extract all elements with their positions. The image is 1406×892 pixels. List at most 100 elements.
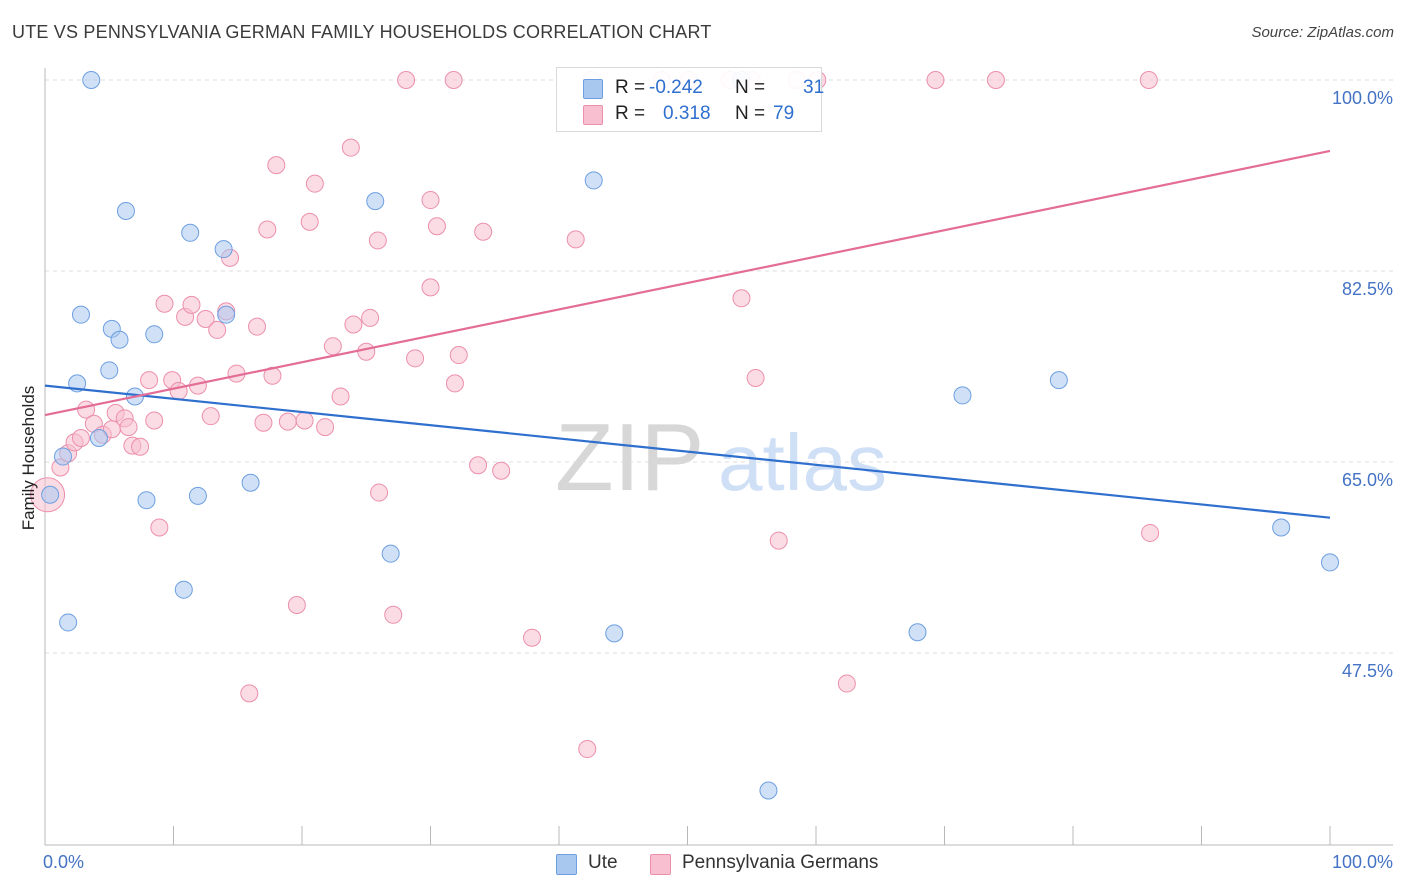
legend-r-label: R =	[615, 103, 646, 124]
legend-n-value: 79	[773, 103, 795, 124]
ute-point	[241, 473, 260, 492]
ute-point	[100, 361, 119, 380]
pennsylvania-germans-point	[155, 294, 174, 313]
ute-point	[110, 330, 129, 349]
y-axis-title: Family Households	[19, 386, 38, 531]
ute-point	[59, 613, 78, 632]
data-points	[30, 71, 1339, 800]
pennsylvania-germans-point	[201, 407, 220, 426]
pennsylvania-germans-point	[131, 437, 150, 456]
pennsylvania-germans-point	[474, 222, 493, 241]
series-swatch-ute	[556, 854, 577, 875]
legend-swatch-pennsylvania-germans	[583, 105, 603, 125]
stats-legend: R = -0.242 N = 31 R = 0.318 N = 79	[556, 67, 825, 132]
y-tick-label: 100.0%	[1332, 88, 1393, 108]
pennsylvania-germans-point	[746, 368, 765, 387]
pennsylvania-germans-point	[248, 317, 267, 336]
pennsylvania-germans-point	[370, 483, 389, 502]
pennsylvania-germans-point	[145, 411, 164, 430]
ute-point	[381, 544, 400, 563]
ute-point	[188, 486, 207, 505]
pennsylvania-germans-point	[169, 382, 188, 401]
pennsylvania-germans-point	[344, 315, 363, 334]
pennsylvania-germans-point	[208, 320, 227, 339]
pennsylvania-germans-point	[449, 346, 468, 365]
pennsylvania-germans-point	[445, 374, 464, 393]
ute-point	[116, 201, 135, 220]
pennsylvania-germans-point	[368, 231, 387, 250]
pennsylvania-germans-point	[361, 308, 380, 327]
pennsylvania-germans-point	[406, 349, 425, 368]
pennsylvania-germans-point	[196, 310, 215, 329]
pennsylvania-germans-point	[1139, 71, 1158, 89]
pennsylvania-germans-point	[295, 411, 314, 430]
ute-point	[82, 71, 101, 89]
pennsylvania-germans-point	[769, 531, 788, 550]
pennsylvania-germans-point	[240, 684, 259, 703]
ute-point	[145, 325, 164, 344]
legend-n-value: 31	[803, 77, 825, 98]
pennsylvania-germans-point	[323, 337, 342, 356]
legend-r-value: 0.318	[663, 103, 711, 124]
pennsylvania-germans-point	[926, 71, 945, 89]
pennsylvania-germans-point	[427, 217, 446, 236]
series-label-pennsylvania-germans: Pennsylvania Germans	[682, 852, 879, 873]
pennsylvania-germans-point	[1141, 523, 1160, 542]
axes	[44, 68, 1393, 846]
series-label-ute: Ute	[588, 852, 618, 873]
legend-r-label: R =	[615, 77, 646, 98]
pennsylvania-germans-point	[254, 413, 273, 432]
pennsylvania-germans-point	[305, 174, 324, 193]
source-label: Source: ZipAtlas.com	[1251, 24, 1394, 41]
pennsylvania-germans-point	[150, 518, 169, 537]
ute-point	[953, 386, 972, 405]
y-tick-label: 65.0%	[1342, 470, 1393, 490]
pennsylvania-germans-point	[300, 212, 319, 231]
ute-point	[1272, 518, 1291, 537]
ute-point	[366, 192, 385, 211]
ute-point	[1321, 553, 1339, 572]
y-tick-label: 47.5%	[1342, 661, 1393, 681]
pennsylvania-germans-point	[566, 230, 585, 249]
watermark-zip: ZIP	[555, 404, 704, 511]
pennsylvania-germans-point	[316, 418, 335, 437]
ute-point	[759, 781, 778, 800]
pennsylvania-germans-point	[341, 138, 360, 157]
pennsylvania-germans-point	[421, 191, 440, 210]
ute-point	[1049, 371, 1068, 390]
chart-title: UTE VS PENNSYLVANIA GERMAN FAMILY HOUSEH…	[12, 22, 712, 42]
legend-n-label: N =	[735, 77, 766, 98]
legend-n-label: N =	[735, 103, 766, 124]
pennsylvania-germans-point	[421, 278, 440, 297]
pennsylvania-germans-point	[278, 412, 297, 431]
pennsylvania-germans-point	[140, 371, 159, 390]
ute-point	[181, 223, 200, 242]
ute-point	[584, 171, 603, 190]
grid-lines	[45, 79, 1393, 654]
ute-point	[89, 428, 108, 447]
pennsylvania-germans-trend-line	[44, 149, 1331, 417]
y-tick-labels: 47.5% 65.0% 82.5% 100.0%	[1332, 88, 1393, 681]
pennsylvania-germans-point	[444, 71, 463, 89]
pennsylvania-germans-point	[258, 220, 277, 239]
pennsylvania-germans-point	[523, 628, 542, 647]
y-tick-label: 82.5%	[1342, 279, 1393, 299]
pennsylvania-germans-point	[267, 156, 286, 175]
x-tick-label-max: 100.0%	[1332, 852, 1393, 872]
ute-trend-line	[44, 384, 1331, 519]
pennsylvania-germans-point	[578, 740, 597, 759]
pennsylvania-germans-point	[119, 418, 138, 437]
pennsylvania-germans-point	[732, 289, 751, 308]
ute-point	[41, 485, 60, 504]
ute-point	[214, 240, 233, 259]
pennsylvania-germans-point	[492, 461, 511, 480]
pennsylvania-germans-point	[397, 71, 416, 89]
pennsylvania-germans-point	[837, 674, 856, 693]
ute-point	[53, 447, 72, 466]
ute-point	[217, 305, 236, 324]
pennsylvania-germans-point	[182, 295, 201, 314]
pennsylvania-germans-point	[71, 428, 90, 447]
ute-point	[174, 580, 193, 599]
ute-point	[908, 623, 927, 642]
